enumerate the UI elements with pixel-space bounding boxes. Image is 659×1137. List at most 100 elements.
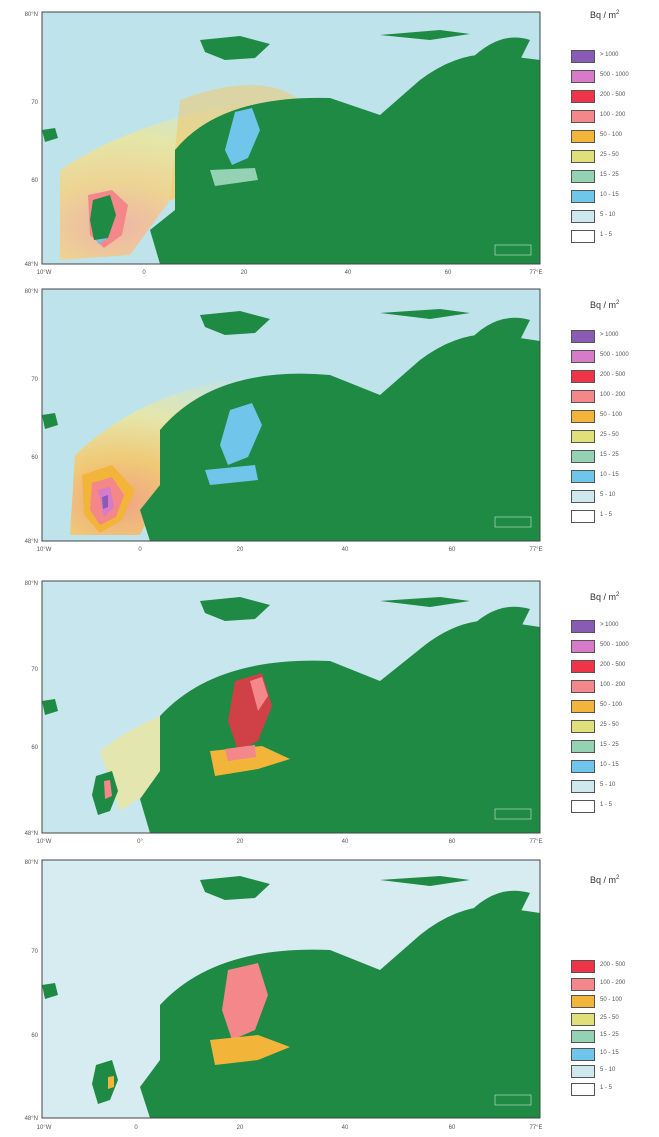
gulf-of-bothnia-high (222, 963, 268, 1040)
legend-row: 10 - 15 (568, 760, 658, 774)
legend-swatch (571, 1082, 595, 1096)
legend-swatch (571, 660, 595, 673)
legend-label: 5 - 10 (600, 1067, 616, 1073)
svalbard (200, 876, 270, 900)
novaya-zemlya (465, 606, 530, 669)
baltic-south (210, 1035, 290, 1065)
land-mass (140, 906, 540, 1118)
baltic-south (205, 465, 258, 485)
lon-tick: 20 (237, 547, 244, 553)
legend-row: 500 - 1000 (568, 70, 658, 84)
lat-tick: 48°N (25, 539, 38, 545)
legend-row: 200 - 500 (568, 370, 658, 384)
legend-swatch (571, 230, 595, 243)
lat-tick: 60 (31, 178, 38, 184)
legend-label: 25 - 50 (600, 152, 619, 158)
unit-label: Bq / m2 (590, 10, 619, 20)
deposition-map-4: 80°N 70 60 48°N 10°W 0 20 40 60 77°E (25, 859, 543, 1131)
legend-swatch (571, 210, 595, 223)
legend-row: 10 - 15 (568, 190, 658, 204)
legend-label: 10 - 15 (600, 192, 619, 198)
unit-label-base: Bq / m (590, 592, 617, 602)
legend-swatch (571, 430, 595, 443)
legend-label: 25 - 50 (600, 1014, 619, 1021)
lon-tick: 60 (449, 1125, 456, 1131)
legend-row: 500 - 1000 (568, 640, 658, 654)
gulf-of-bothnia (220, 403, 262, 465)
map-frame (41, 11, 541, 265)
land-mass (140, 334, 540, 541)
legend-label: 25 - 50 (600, 432, 619, 438)
legend-label: 15 - 25 (600, 172, 619, 178)
legend-swatch (571, 1012, 595, 1026)
novaya-zemlya (465, 317, 530, 380)
legend-label: 200 - 500 (600, 372, 626, 378)
unit-label-base: Bq / m (590, 875, 617, 885)
map-panel-1: 80°N 70 60 48°N 10°W 0 20 40 60 77°E Bq … (0, 0, 659, 282)
legend-label: 50 - 100 (600, 132, 623, 138)
lat-tick: 60 (31, 745, 38, 751)
lat-tick: 70 (31, 949, 38, 955)
legend-swatch (571, 620, 595, 633)
lon-tick: 60 (449, 839, 456, 845)
peak-deposition-zone (102, 495, 108, 509)
legend-swatch (571, 70, 595, 83)
legend-row: 5 - 10 (568, 210, 658, 224)
novaya-zemlya (470, 37, 530, 100)
deposition-map-2: 80°N 70 60 48°N 10°W 0 20 40 60 77°E (25, 288, 543, 553)
legend-swatch (571, 450, 595, 463)
unit-label-sup: 2 (616, 875, 620, 881)
legend-row: > 1000 (568, 620, 658, 634)
legend-label: 1 - 5 (600, 802, 613, 808)
lat-tick: 80°N (25, 581, 38, 587)
legend-swatch (571, 370, 595, 383)
legend-swatch (571, 110, 595, 123)
legend-swatch (571, 977, 595, 991)
franz-josef-land (380, 597, 470, 607)
legend-label: 10 - 15 (600, 762, 619, 768)
lon-tick: 77°E (529, 839, 542, 845)
legend-swatch (571, 130, 595, 143)
legend-label: 200 - 500 (600, 662, 626, 668)
legend-row: 10 - 15 (568, 1047, 658, 1062)
land-mass (140, 620, 540, 833)
lat-tick: 80°N (25, 860, 38, 866)
legend-label: 50 - 100 (600, 997, 623, 1003)
legend-swatch (571, 780, 595, 793)
legend-swatch (571, 410, 595, 423)
legend-swatch (571, 510, 595, 523)
legend-swatch (571, 330, 595, 343)
legend-label: 50 - 100 (600, 412, 623, 418)
legend-row: 1 - 5 (568, 800, 658, 814)
legend-swatch (571, 470, 595, 483)
legend-label: 500 - 1000 (600, 352, 629, 358)
legend-row: 100 - 200 (568, 680, 658, 694)
novaya-zemlya (465, 890, 530, 953)
legend-swatch (571, 700, 595, 713)
legend-row: 15 - 25 (568, 740, 658, 754)
legend-row: 15 - 25 (568, 1030, 658, 1044)
lon-tick: 60 (445, 270, 452, 276)
iceland (42, 128, 58, 142)
lon-tick: 0 (142, 270, 146, 276)
legend-row: 100 - 200 (568, 977, 658, 992)
svalbard (200, 311, 270, 335)
legend-swatch (571, 170, 595, 183)
legend-row: 50 - 100 (568, 130, 658, 144)
lon-tick: 60 (449, 547, 456, 553)
legend-label: > 1000 (600, 52, 619, 58)
deposition-map-1: 80°N 70 60 48°N 10°W 0 20 40 60 77°E (25, 11, 543, 276)
baltic-south (210, 168, 258, 186)
legend-label: 10 - 15 (600, 1049, 619, 1056)
legend-row: 50 - 100 (568, 700, 658, 714)
legend-label: 100 - 200 (600, 682, 626, 688)
legend-row: 1 - 5 (568, 510, 658, 524)
legend-swatch (571, 1065, 595, 1078)
legend-row: > 1000 (568, 50, 658, 64)
legend-swatch (571, 720, 595, 733)
lon-tick: 20 (237, 1125, 244, 1131)
scale-bar (494, 808, 532, 820)
legend-label: 100 - 200 (600, 392, 626, 398)
legend-label: 1 - 5 (600, 1084, 613, 1091)
map-panel-4: 80°N 70 60 48°N 10°W 0 20 40 60 77°E Bq … (0, 855, 659, 1137)
